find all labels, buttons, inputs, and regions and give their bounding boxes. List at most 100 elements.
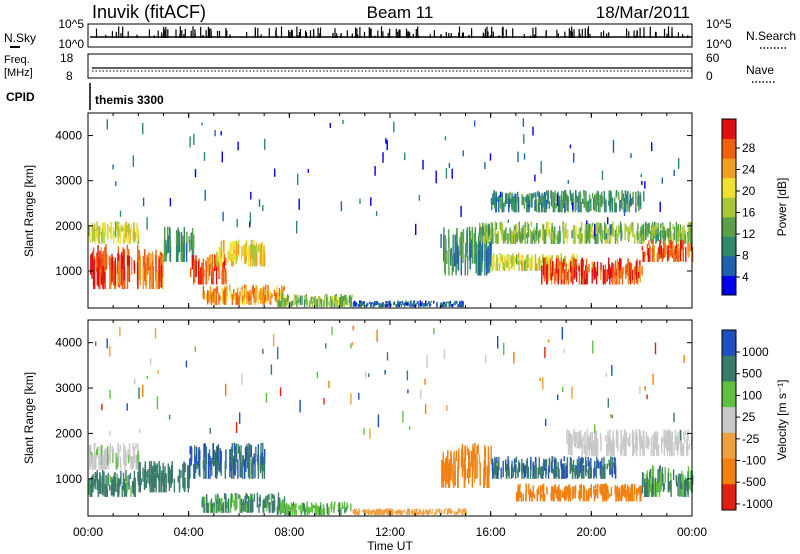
data-streak bbox=[571, 442, 573, 457]
data-streak bbox=[353, 300, 356, 306]
data-streak bbox=[583, 486, 586, 500]
power-swatch bbox=[722, 119, 736, 140]
data-streak bbox=[281, 297, 283, 308]
data-streak bbox=[112, 448, 115, 461]
x-tick-label: 20:00 bbox=[576, 525, 606, 539]
data-streak bbox=[593, 261, 596, 272]
data-streak bbox=[413, 300, 416, 303]
data-streak bbox=[493, 462, 495, 475]
data-streak bbox=[380, 303, 383, 308]
data-streak bbox=[183, 461, 185, 476]
data-streak bbox=[216, 251, 218, 267]
data-streak bbox=[556, 234, 559, 244]
data-streak bbox=[253, 453, 255, 465]
velocity-cbar-label: -100 bbox=[742, 454, 766, 468]
data-streak bbox=[428, 301, 430, 304]
data-streak bbox=[239, 451, 241, 460]
data-streak bbox=[594, 489, 597, 499]
data-streak bbox=[93, 442, 96, 465]
data-speck bbox=[194, 169, 197, 178]
data-speck bbox=[426, 355, 428, 368]
data-streak bbox=[425, 300, 427, 305]
data-streak bbox=[213, 502, 215, 508]
data-streak bbox=[546, 489, 548, 495]
data-streak bbox=[245, 255, 247, 264]
data-streak bbox=[311, 300, 313, 304]
data-streak bbox=[296, 301, 298, 308]
data-speck bbox=[422, 159, 424, 170]
data-streak bbox=[582, 435, 584, 442]
data-speck bbox=[445, 167, 448, 179]
data-streak bbox=[625, 264, 627, 279]
data-streak bbox=[240, 498, 243, 505]
data-streak bbox=[620, 429, 622, 449]
data-streak bbox=[245, 492, 247, 498]
data-streak bbox=[526, 221, 529, 231]
data-streak bbox=[605, 483, 608, 493]
data-streak bbox=[343, 295, 345, 301]
data-streak bbox=[501, 192, 504, 211]
data-streak bbox=[595, 193, 598, 198]
data-streak bbox=[505, 193, 507, 204]
data-streak bbox=[512, 253, 514, 267]
data-streak bbox=[296, 300, 298, 304]
data-streak bbox=[554, 484, 556, 493]
data-streak bbox=[223, 295, 225, 305]
data-streak bbox=[229, 284, 231, 291]
data-streak bbox=[608, 224, 611, 241]
data-streak bbox=[608, 437, 610, 451]
nsearch-tick-high: 10^5 bbox=[706, 17, 732, 31]
data-streak bbox=[193, 265, 195, 273]
data-streak bbox=[362, 304, 365, 306]
data-streak bbox=[503, 255, 505, 262]
data-streak bbox=[557, 489, 559, 502]
data-streak bbox=[448, 236, 450, 276]
data-streak bbox=[606, 443, 608, 457]
data-streak bbox=[336, 300, 338, 308]
data-streak bbox=[466, 445, 468, 456]
data-streak bbox=[101, 444, 103, 466]
data-streak bbox=[464, 464, 466, 480]
data-streak bbox=[487, 453, 490, 474]
data-speck bbox=[646, 394, 648, 400]
data-streak bbox=[450, 450, 452, 480]
power-cbar-label: 16 bbox=[742, 206, 756, 220]
data-streak bbox=[239, 498, 241, 509]
data-streak bbox=[594, 461, 596, 477]
data-streak bbox=[252, 284, 255, 298]
data-streak bbox=[135, 443, 137, 449]
data-speck bbox=[443, 349, 446, 359]
data-streak bbox=[130, 224, 132, 232]
data-streak bbox=[326, 296, 329, 306]
data-streak bbox=[448, 459, 451, 488]
data-streak bbox=[316, 300, 319, 308]
data-streak bbox=[178, 469, 181, 493]
data-streak bbox=[214, 452, 217, 478]
data-streak bbox=[158, 463, 161, 481]
data-streak bbox=[499, 222, 501, 230]
data-streak bbox=[463, 508, 465, 513]
data-streak bbox=[623, 198, 626, 213]
data-streak bbox=[118, 254, 121, 288]
data-streak bbox=[403, 303, 406, 308]
data-streak bbox=[581, 233, 583, 242]
data-streak bbox=[520, 227, 522, 239]
data-speck bbox=[146, 217, 148, 230]
data-streak bbox=[638, 231, 640, 244]
data-streak bbox=[524, 260, 526, 271]
data-speck bbox=[513, 351, 515, 364]
data-streak bbox=[256, 492, 259, 508]
data-streak bbox=[473, 234, 476, 256]
data-streak bbox=[506, 193, 508, 203]
data-streak bbox=[612, 436, 614, 457]
data-streak bbox=[215, 291, 217, 305]
data-streak bbox=[596, 224, 599, 240]
data-streak bbox=[678, 473, 680, 483]
data-streak bbox=[115, 452, 117, 470]
data-streak bbox=[662, 234, 665, 244]
data-streak bbox=[209, 456, 211, 479]
data-streak bbox=[590, 467, 592, 479]
data-streak bbox=[145, 270, 148, 289]
data-streak bbox=[631, 269, 634, 281]
data-streak bbox=[568, 262, 570, 271]
